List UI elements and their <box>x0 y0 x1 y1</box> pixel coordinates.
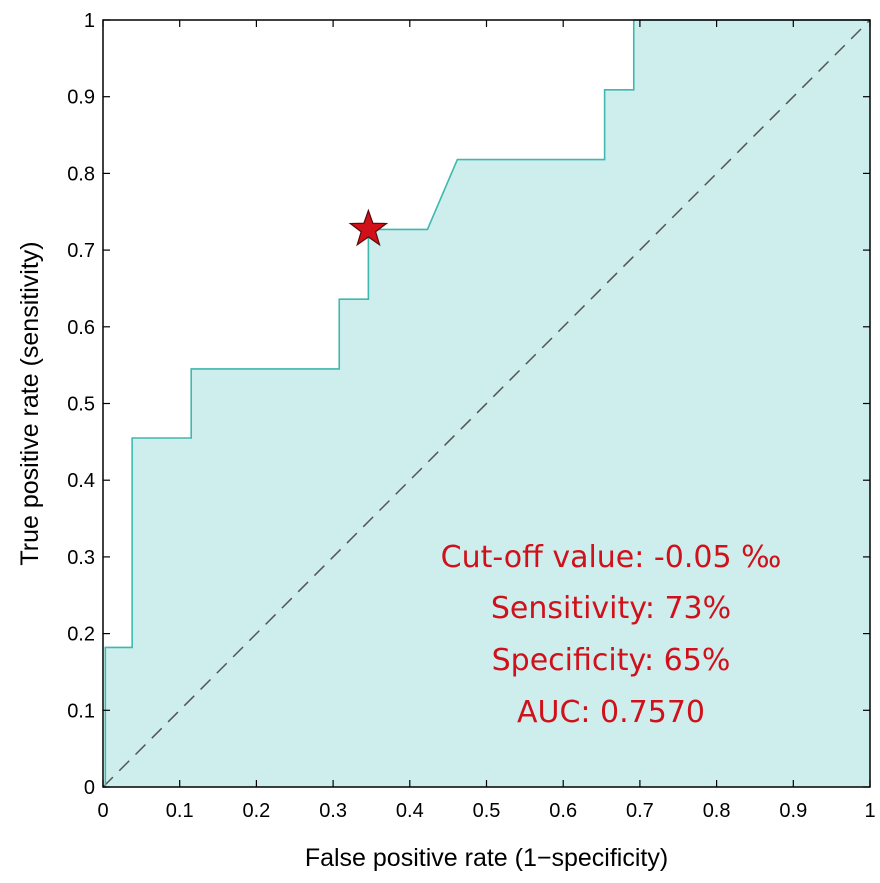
y-tick-label: 0.4 <box>67 470 95 492</box>
x-tick-label: 0.9 <box>779 800 807 822</box>
y-tick-label: 0.3 <box>67 547 95 569</box>
y-axis-ticks: 0 0.1 0.2 0.3 0.4 0.5 0.6 0.7 0.8 0.9 1 <box>67 10 870 799</box>
y-tick-label: 0.9 <box>67 87 95 109</box>
annotation-cutoff: Cut-off value: -0.05 ‰ <box>441 540 782 575</box>
x-axis-ticks: 0 0.1 0.2 0.3 0.4 0.5 0.6 0.7 0.8 0.9 1 <box>97 20 876 822</box>
x-tick-label: 0.8 <box>703 800 731 822</box>
roc-curve-line <box>103 19 870 788</box>
y-tick-label: 0.7 <box>67 240 95 262</box>
x-tick-label: 0.1 <box>166 800 194 822</box>
y-tick-label: 0.1 <box>67 700 95 722</box>
x-tick-label: 0 <box>97 800 108 822</box>
x-tick-label: 0.5 <box>473 800 501 822</box>
annotation-specificity: Specificity: 65% <box>492 643 731 678</box>
y-tick-label: 0 <box>84 777 95 799</box>
diagonal-reference-line <box>102 19 871 788</box>
x-axis-label: False positive rate (1−specificity) <box>305 844 668 872</box>
annotation-block: Cut-off value: -0.05 ‰ Sensitivity: 73% … <box>441 540 782 730</box>
y-axis-label: True positive rate (sensitivity) <box>16 241 44 565</box>
x-tick-label: 0.2 <box>242 800 270 822</box>
x-tick-label: 0.3 <box>319 800 347 822</box>
y-tick-label: 0.6 <box>67 317 95 339</box>
optimal-cutoff-star <box>348 208 389 247</box>
x-tick-label: 0.4 <box>396 800 424 822</box>
y-tick-label: 0.5 <box>67 394 95 416</box>
y-tick-label: 0.2 <box>67 624 95 646</box>
x-tick-label: 0.7 <box>626 800 654 822</box>
annotation-auc: AUC: 0.7570 <box>517 695 705 730</box>
annotation-sensitivity: Sensitivity: 73% <box>491 591 731 626</box>
x-tick-label: 0.6 <box>549 800 577 822</box>
y-tick-label: 1 <box>84 10 95 32</box>
x-tick-label: 1 <box>864 800 875 822</box>
plot-area: 0 0.1 0.2 0.3 0.4 0.5 0.6 0.7 0.8 0.9 1 0 0.1 0.2 0.3… <box>67 10 875 822</box>
y-tick-label: 0.8 <box>67 163 95 185</box>
